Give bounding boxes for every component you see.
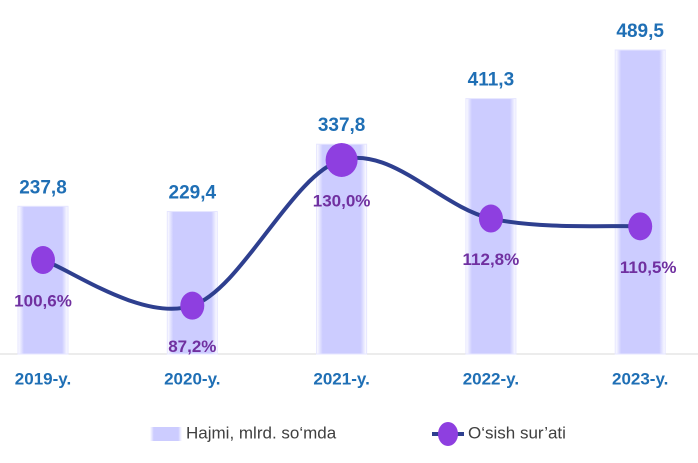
bar-value-label: 229,4: [169, 183, 217, 204]
line-marker: [628, 212, 653, 241]
x-tick-label: 2023-y.: [612, 369, 668, 388]
bar-value-label: 337,8: [318, 115, 366, 136]
bar-value-label: 489,5: [616, 21, 664, 42]
bar-value-label: 411,3: [468, 70, 515, 91]
legend-swatch: [150, 427, 182, 441]
bar: [17, 205, 69, 355]
x-tick-label: 2019-y.: [15, 369, 71, 388]
bar: [166, 211, 218, 355]
bar-value-label: 237,8: [19, 177, 67, 198]
legend-label: O‘sish sur’ati: [468, 423, 566, 442]
x-tick-label: 2022-y.: [463, 369, 519, 388]
legend-label: Hajmi, mlrd. so‘mda: [186, 423, 337, 442]
line-value-label: 110,5%: [620, 258, 677, 277]
line-marker: [325, 142, 358, 177]
line-marker: [180, 291, 205, 320]
legend-swatch: [438, 422, 458, 446]
bar: [316, 143, 368, 355]
line-marker: [478, 204, 503, 233]
line-value-label: 112,8%: [463, 250, 520, 269]
line-value-label: 87,2%: [168, 337, 216, 356]
line-marker: [31, 246, 55, 275]
bar: [614, 49, 666, 355]
x-tick-label: 2021-y.: [313, 369, 369, 388]
line-value-label: 130,0%: [313, 191, 371, 210]
x-tick-label: 2020-y.: [164, 369, 220, 388]
line-value-label: 100,6%: [14, 292, 72, 311]
